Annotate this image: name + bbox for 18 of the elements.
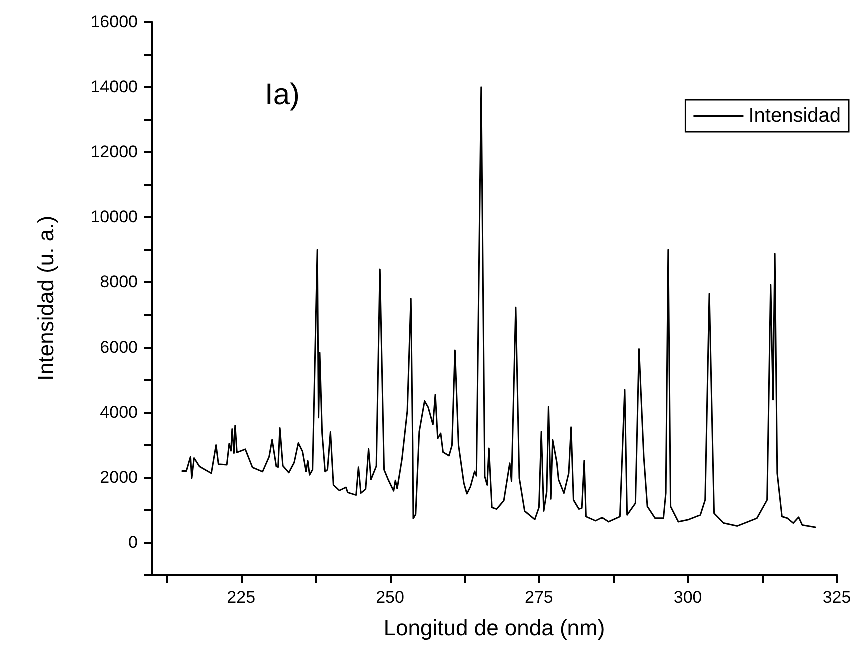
y-tick-label: 14000 (90, 78, 138, 97)
y-axis-title: Intensidad (u. a.) (34, 216, 58, 382)
y-tick-label: 12000 (90, 142, 138, 162)
y-tick-label: 16000 (90, 12, 138, 32)
y-tick-label: 2000 (100, 468, 138, 487)
annotation: Ia) (265, 78, 300, 112)
x-tick-label: 225 (227, 588, 256, 607)
y-tick-label: 4000 (100, 402, 138, 422)
y-tick-label: 0 (128, 532, 138, 552)
x-axis-title: Longitud de onda (nm) (384, 616, 606, 640)
x-tick-label: 275 (524, 588, 554, 607)
y-tick-label: 10000 (90, 208, 138, 227)
x-tick-label: 250 (376, 588, 404, 607)
y-tick-label: 6000 (100, 338, 138, 357)
x-tick-label: 300 (674, 588, 702, 607)
legend-label: Intensidad (748, 105, 841, 127)
y-tick-label: 8000 (100, 272, 138, 292)
x-tick-label: 325 (822, 588, 852, 607)
